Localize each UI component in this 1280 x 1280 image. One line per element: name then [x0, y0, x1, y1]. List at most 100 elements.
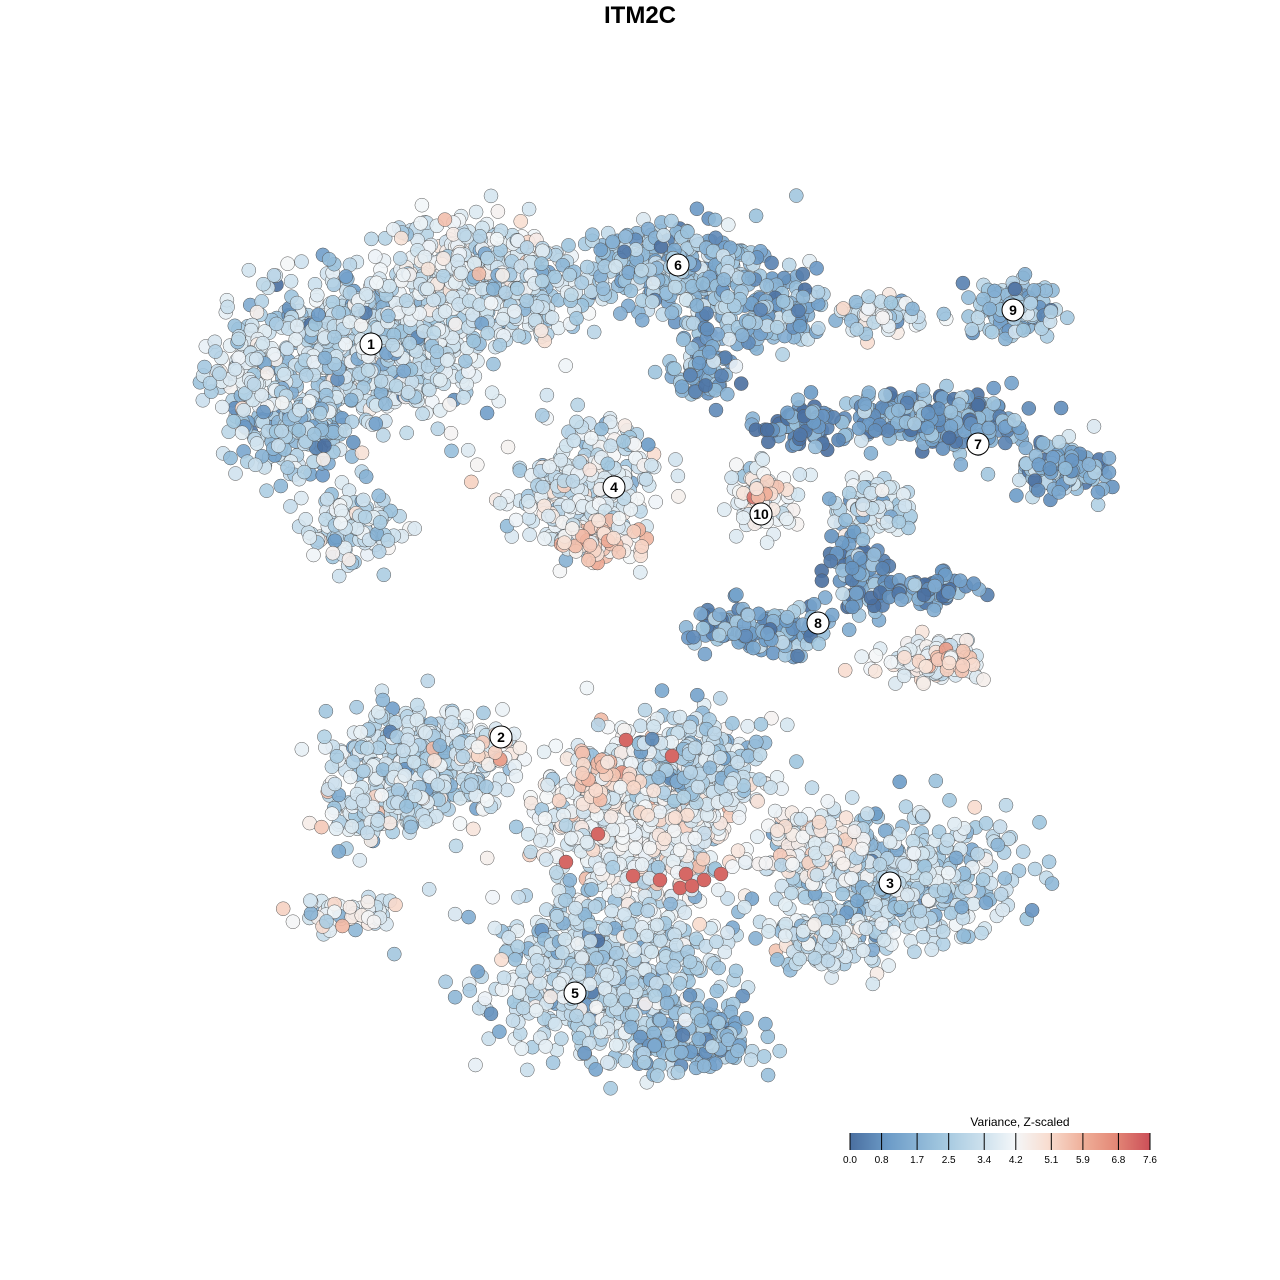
data-point [275, 901, 291, 916]
data-point [695, 851, 711, 867]
data-point [341, 552, 357, 567]
data-point [490, 204, 506, 219]
data-point [249, 436, 265, 451]
data-point [941, 430, 957, 446]
data-point [687, 831, 703, 846]
data-point [769, 320, 785, 335]
data-point [297, 464, 312, 480]
data-point [508, 512, 524, 528]
data-point [476, 705, 491, 721]
data-point [414, 197, 430, 213]
data-point [289, 295, 305, 311]
data-point [883, 295, 899, 310]
data-point [427, 753, 442, 768]
data-point [981, 420, 997, 436]
data-point [512, 740, 528, 756]
data-point [986, 396, 1001, 411]
data-point [579, 259, 595, 275]
data-points [192, 188, 1120, 1096]
data-point [369, 275, 384, 291]
data-point [755, 452, 770, 467]
data-point [638, 472, 654, 487]
data-point [883, 654, 899, 670]
data-point [356, 492, 371, 508]
data-point [1026, 283, 1042, 298]
data-point [644, 457, 659, 473]
data-point [760, 422, 775, 438]
data-point [1007, 413, 1022, 428]
data-point [845, 599, 860, 615]
data-point [1009, 488, 1024, 503]
data-point [811, 321, 826, 336]
data-point [460, 442, 476, 458]
data-point [683, 368, 698, 383]
data-point [440, 353, 455, 368]
data-point [324, 806, 340, 821]
data-point [748, 208, 764, 224]
data-point [492, 337, 508, 353]
data-point [331, 305, 346, 320]
data-point [907, 416, 922, 432]
data-point [603, 809, 619, 825]
data-point [540, 777, 555, 793]
data-point [734, 328, 750, 343]
data-point [1058, 461, 1073, 476]
data-point [319, 914, 334, 929]
data-point [875, 310, 890, 326]
data-point [926, 602, 942, 618]
data-point [808, 439, 823, 455]
data-point [1043, 304, 1059, 319]
data-point [285, 914, 301, 929]
data-point [698, 378, 713, 393]
data-point [437, 304, 453, 319]
data-point [338, 336, 353, 352]
data-point [558, 358, 573, 373]
data-point [197, 359, 212, 375]
data-point [510, 281, 525, 296]
data-point [521, 494, 536, 509]
data-point [371, 704, 386, 720]
data-point [466, 333, 481, 349]
data-point [492, 495, 508, 511]
data-point [891, 402, 906, 418]
data-point [953, 573, 968, 588]
data-point [523, 844, 538, 860]
data-point [941, 585, 956, 600]
data-point [333, 503, 349, 519]
data-point [535, 479, 550, 495]
data-point [1101, 465, 1117, 480]
data-point [731, 810, 747, 825]
data-point [396, 743, 411, 758]
data-point [792, 318, 808, 334]
data-point [746, 640, 761, 656]
data-point [841, 622, 857, 638]
data-point [534, 323, 549, 338]
data-point [1090, 497, 1106, 513]
data-point [789, 188, 804, 203]
data-point [422, 382, 437, 398]
data-point [266, 268, 282, 283]
data-point [764, 255, 779, 271]
data-point [855, 532, 871, 547]
data-point [402, 335, 417, 351]
data-point [955, 275, 971, 291]
data-point [701, 345, 717, 360]
data-point [310, 287, 325, 303]
data-point [316, 452, 331, 467]
data-point [432, 738, 448, 753]
data-point [410, 697, 425, 713]
data-point [483, 295, 499, 311]
data-point [857, 396, 873, 412]
data-point [897, 498, 913, 514]
data-point [436, 251, 451, 266]
data-point [317, 438, 332, 453]
data-point [733, 376, 749, 391]
data-point [836, 301, 851, 316]
data-point [611, 511, 627, 526]
data-point [600, 456, 615, 472]
data-point [269, 316, 284, 332]
data-point [579, 680, 595, 696]
data-point [508, 768, 524, 784]
data-point [613, 306, 628, 321]
data-point [359, 741, 375, 756]
